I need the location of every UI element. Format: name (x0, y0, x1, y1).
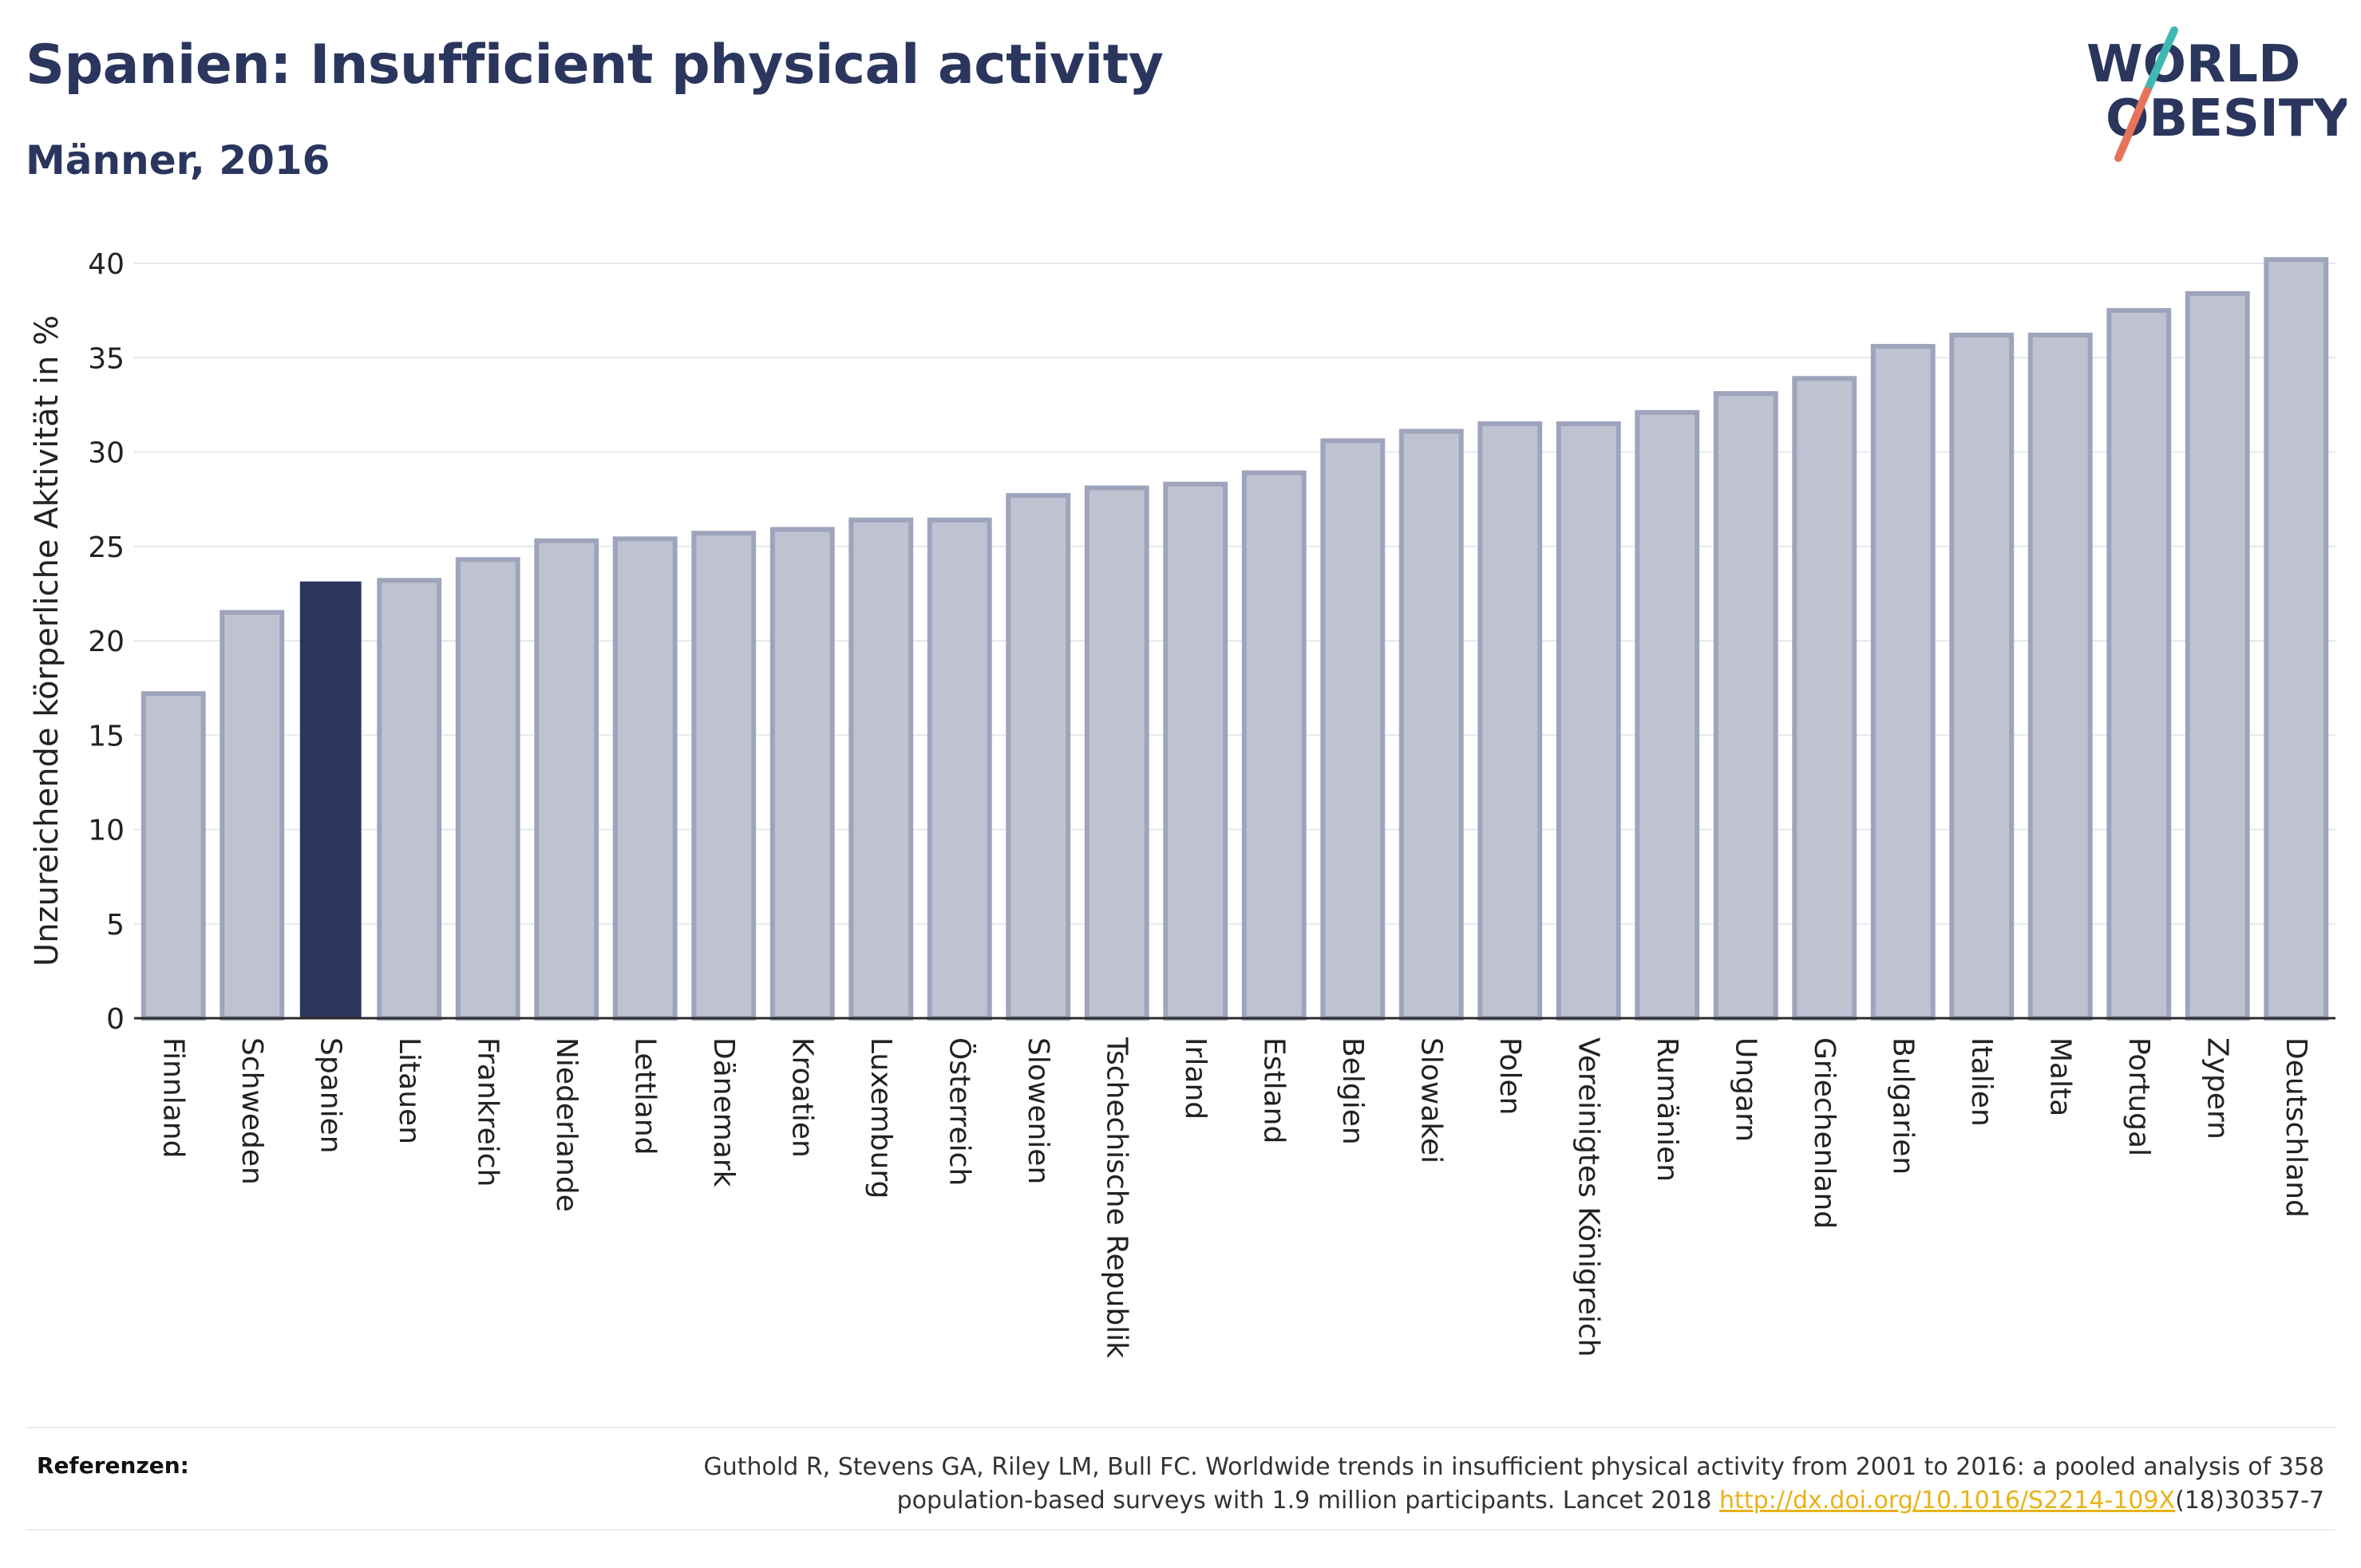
x-tick-label: Kroatien (785, 1037, 818, 1158)
references-box: Referenzen: Guthold R, Stevens GA, Riley… (26, 1427, 2335, 1530)
x-tick-label: Portugal (2122, 1037, 2155, 1156)
x-tick-label: Polen (1493, 1037, 1526, 1115)
x-tick-label: Belgien (1336, 1037, 1369, 1145)
bar-lettland (612, 536, 678, 1021)
x-tick-label: Lettland (628, 1037, 661, 1155)
x-tick-label: Rumänien (1651, 1037, 1683, 1182)
y-tick-label: 20 (88, 626, 125, 658)
bar-kroatien (769, 527, 835, 1021)
bar-frankreich (455, 557, 520, 1021)
bar-estland (1241, 470, 1307, 1021)
bar-slowenien (1006, 492, 1071, 1021)
x-tick-label: Zypern (2201, 1037, 2233, 1139)
reference-doi-link[interactable]: http://dx.doi.org/10.1016/S2214-109X (1719, 1487, 2176, 1515)
x-tick-label: Deutschland (2280, 1037, 2312, 1218)
bar-dänemark (691, 531, 757, 1021)
bar-rumänien (1635, 409, 1700, 1021)
bar-portugal (2106, 308, 2172, 1021)
bar-bulgarien (1870, 344, 1936, 1021)
bar-deutschland (2264, 257, 2329, 1021)
x-tick-label: Bulgarien (1886, 1037, 1919, 1175)
bar-finnland (140, 691, 206, 1021)
y-tick-label: 0 (106, 1003, 125, 1036)
x-tick-label: Vereinigtes Königreich (1572, 1037, 1604, 1357)
bar-ungarn (1713, 391, 1778, 1021)
x-tick-label: Estland (1257, 1037, 1290, 1143)
bar-spanien (299, 581, 362, 1019)
bar-polen (1477, 421, 1543, 1021)
chart-subtitle: Männer, 2016 (26, 137, 330, 184)
bar-italien (1949, 332, 2015, 1021)
bar-österreich (927, 517, 992, 1021)
bar-tschechische-republik (1084, 485, 1149, 1021)
y-tick-label: 40 (88, 248, 125, 281)
x-tick-label: Luxemburg (864, 1037, 897, 1199)
y-axis-label: Unzureichende körperliche Aktivität in % (29, 315, 65, 966)
x-tick-label: Tschechische Republik (1100, 1037, 1133, 1358)
x-tick-label: Österreich (943, 1037, 976, 1186)
y-tick-label: 35 (88, 342, 125, 375)
bar-irland (1163, 481, 1228, 1021)
logo-slash-bottom (2114, 87, 2151, 162)
x-tick-label: Litauen (393, 1037, 425, 1144)
reference-line-1: Guthold R, Stevens GA, Riley LM, Bull FC… (703, 1453, 2324, 1481)
references-label: Referenzen: (37, 1452, 189, 1479)
x-tick-label: Irland (1179, 1037, 1212, 1120)
bar-malta (2027, 332, 2093, 1021)
bar-griechenland (1792, 376, 1857, 1021)
bar-belgien (1320, 438, 1386, 1021)
bar-luxemburg (848, 517, 914, 1021)
bars (140, 257, 2329, 1021)
x-tick-label: Niederlande (550, 1037, 583, 1212)
references-text: Guthold R, Stevens GA, Riley LM, Bull FC… (488, 1451, 2324, 1518)
y-tick-label: 25 (88, 531, 125, 564)
world-obesity-logo: WORLD OBESITY (2086, 26, 2347, 162)
bar-slowakei (1398, 429, 1464, 1021)
x-tick-label: Dänemark (707, 1037, 740, 1187)
x-tick-label: Spanien (314, 1037, 346, 1154)
bar-schweden (219, 610, 285, 1021)
x-tick-label: Schweden (235, 1037, 268, 1185)
reference-line-2-start: population-based surveys with 1.9 millio… (896, 1487, 1720, 1515)
chart-title: Spanien: Insufficient physical activity (26, 34, 1164, 97)
x-tick-label: Slowakei (1414, 1037, 1447, 1163)
x-tick-label: Italien (1965, 1037, 1998, 1127)
x-tick-label: Frankreich (471, 1037, 504, 1187)
logo-slash-top (2143, 26, 2178, 95)
x-tick-label: Slowenien (1022, 1037, 1054, 1184)
bar-zypern (2185, 290, 2250, 1021)
y-tick-label: 30 (88, 437, 125, 470)
bar-litauen (377, 578, 442, 1021)
y-tick-label: 10 (88, 815, 125, 847)
y-tick-label: 5 (106, 909, 125, 942)
x-tick-label: Ungarn (1729, 1037, 1762, 1142)
logo-text-world: WORLD (2086, 35, 2300, 94)
x-tick-labels: Finnland Schweden Spanien Litauen Frankreich… (156, 1037, 2312, 1358)
y-tick-label: 15 (88, 720, 125, 752)
bar-chart: 0 5 10 15 20 25 30 35 40 Finnland Schweden Spanien… (29, 248, 2335, 1358)
x-tick-label: Griechenland (1808, 1037, 1841, 1229)
bar-vereinigtes-königreich (1556, 421, 1621, 1021)
x-tick-label: Finnland (156, 1037, 189, 1158)
x-tick-label: Malta (2043, 1037, 2076, 1116)
y-tick-labels: 0 5 10 15 20 25 30 35 40 (88, 248, 125, 1036)
reference-line-2-end: (18)30357-7 (2175, 1487, 2324, 1515)
bar-niederlande (534, 538, 599, 1021)
